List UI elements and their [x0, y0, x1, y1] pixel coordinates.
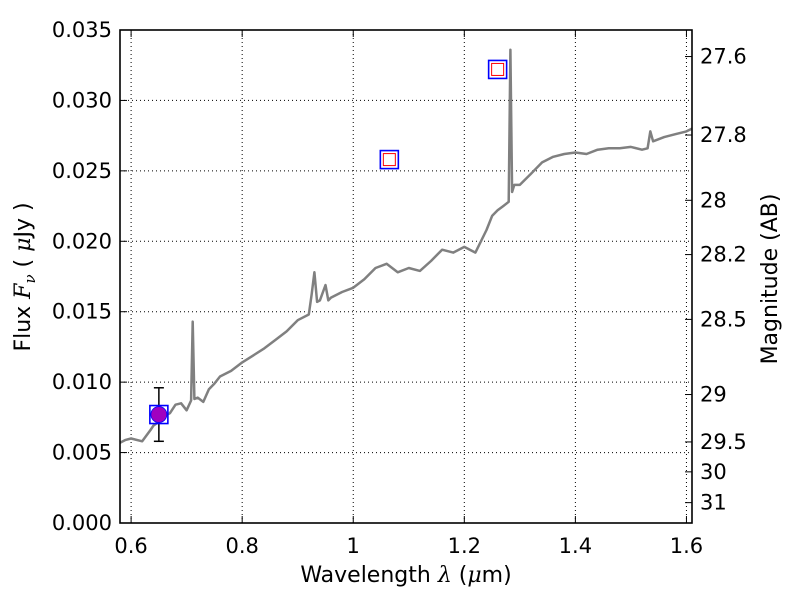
y-tick-label: 0.010	[52, 370, 112, 394]
spectrum-layer	[119, 48, 693, 444]
y-tick-label: 0.025	[52, 159, 112, 183]
photometry-box	[487, 59, 508, 80]
photometry-point	[491, 62, 505, 76]
y-tick-label: 0.030	[52, 88, 112, 112]
y2-tick-label: 27.8	[700, 123, 747, 147]
grid-lines	[120, 29, 692, 524]
y-axis-title: Flux Fν ( μJy )	[11, 202, 39, 351]
y2-tick-label: 28.2	[700, 243, 747, 267]
x-tick-label: 0.8	[225, 534, 258, 558]
y-tick-label: 0.000	[52, 511, 112, 535]
y2-tick-label: 27.6	[700, 45, 747, 69]
y2-tick-label: 30	[700, 460, 727, 484]
axis-ticks: 0.6 0.8 1 1.2 1.4 1.6 0.000 0.005 0.010 0.015 0.02…	[52, 18, 747, 558]
y-tick-label: 0.015	[52, 300, 112, 324]
y-tick-label: 0.020	[52, 229, 112, 253]
photometry-box	[379, 149, 400, 170]
y-tick-label: 0.005	[52, 441, 112, 465]
spectrum-line	[119, 48, 693, 444]
y2-tick-label: 28	[700, 188, 727, 212]
photometry-layer	[149, 59, 508, 443]
photometry-box	[149, 404, 169, 425]
x-tick-label: 0.6	[114, 534, 147, 558]
y2-tick-label: 28.5	[700, 307, 747, 331]
y2-tick-label: 31	[700, 491, 727, 515]
x-tick-label: 1	[347, 534, 360, 558]
y2-tick-label: 29	[700, 383, 727, 407]
photometry-point	[150, 406, 168, 423]
photometry-point	[382, 153, 396, 167]
y2-tick-label: 29.5	[700, 430, 747, 454]
plot-frame	[119, 29, 693, 524]
x-axis-title: Wavelength λ (μm)	[300, 563, 511, 588]
y2-axis-title: Magnitude (AB)	[758, 194, 783, 365]
y-tick-label: 0.035	[52, 18, 112, 42]
x-tick-label: 1.6	[670, 534, 703, 558]
x-tick-label: 1.4	[559, 534, 592, 558]
x-tick-label: 1.2	[448, 534, 481, 558]
